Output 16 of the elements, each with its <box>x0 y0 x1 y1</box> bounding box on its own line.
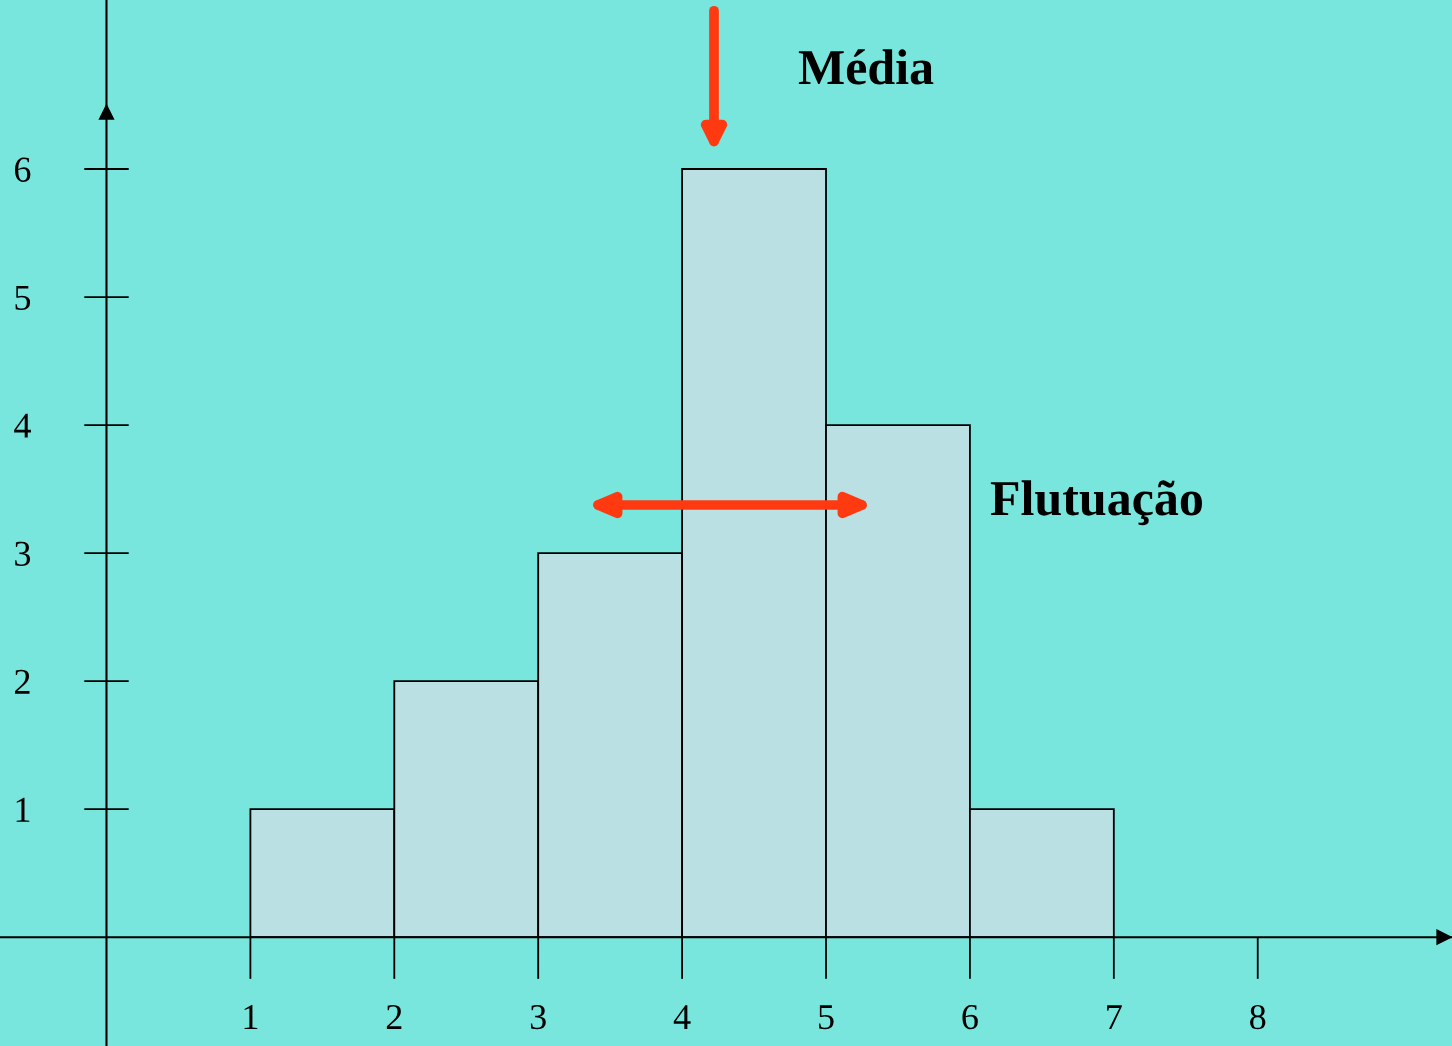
x-tick-label: 2 <box>386 1004 402 1029</box>
annotation: Flutuação <box>990 480 1202 526</box>
x-tick-label: 1 <box>244 1005 258 1029</box>
x-tick-label: 8 <box>1250 1004 1266 1030</box>
y-tick-label: 2 <box>15 669 30 694</box>
y-tick-label: 3 <box>15 541 31 566</box>
y-tick-label: 1 <box>16 797 30 822</box>
x-tick-label: 3 <box>530 1004 546 1030</box>
x-tick-label: 7 <box>1107 1005 1122 1029</box>
annotation: Média <box>798 49 934 85</box>
y-tick-label: 4 <box>14 413 31 438</box>
y-tick-label: 5 <box>15 285 31 310</box>
x-tick-label: 5 <box>819 1005 834 1030</box>
x-tick-label: 6 <box>962 1004 978 1030</box>
y-tick-label: 6 <box>14 157 31 182</box>
x-tick-label: 4 <box>673 1005 691 1029</box>
